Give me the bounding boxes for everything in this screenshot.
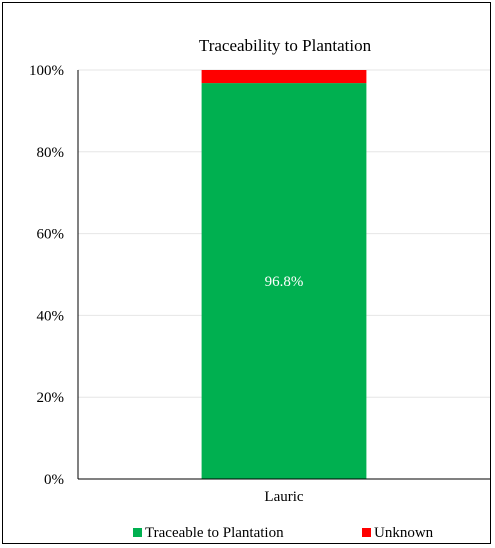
legend: Traceable to Plantation Unknown <box>133 525 434 541</box>
legend-swatch <box>362 528 371 537</box>
chart-title: Traceability to Plantation <box>199 36 372 55</box>
legend-label: Traceable to Plantation <box>145 525 284 541</box>
legend-label: Unknown <box>374 525 434 541</box>
chart-frame <box>2 2 491 544</box>
y-tick-label: 60% <box>37 227 65 243</box>
y-tick-label: 80% <box>37 145 65 161</box>
x-tick-label: Lauric <box>264 489 303 505</box>
x-tick-labels: Lauric <box>264 489 303 505</box>
data-label: 96.8% <box>265 274 304 290</box>
bars <box>201 70 367 479</box>
legend-swatch <box>133 528 142 537</box>
y-tick-label: 0% <box>44 472 64 488</box>
axes <box>77 70 490 480</box>
y-tick-label: 40% <box>37 308 65 324</box>
data-labels: 96.8% <box>265 274 304 290</box>
bar-segment <box>201 83 367 479</box>
y-tick-label: 20% <box>37 390 65 406</box>
bar-segment <box>201 70 367 84</box>
y-tick-labels: 0% 20% 40% 60% 80% 100% <box>29 63 64 488</box>
y-tick-label: 100% <box>29 63 64 79</box>
